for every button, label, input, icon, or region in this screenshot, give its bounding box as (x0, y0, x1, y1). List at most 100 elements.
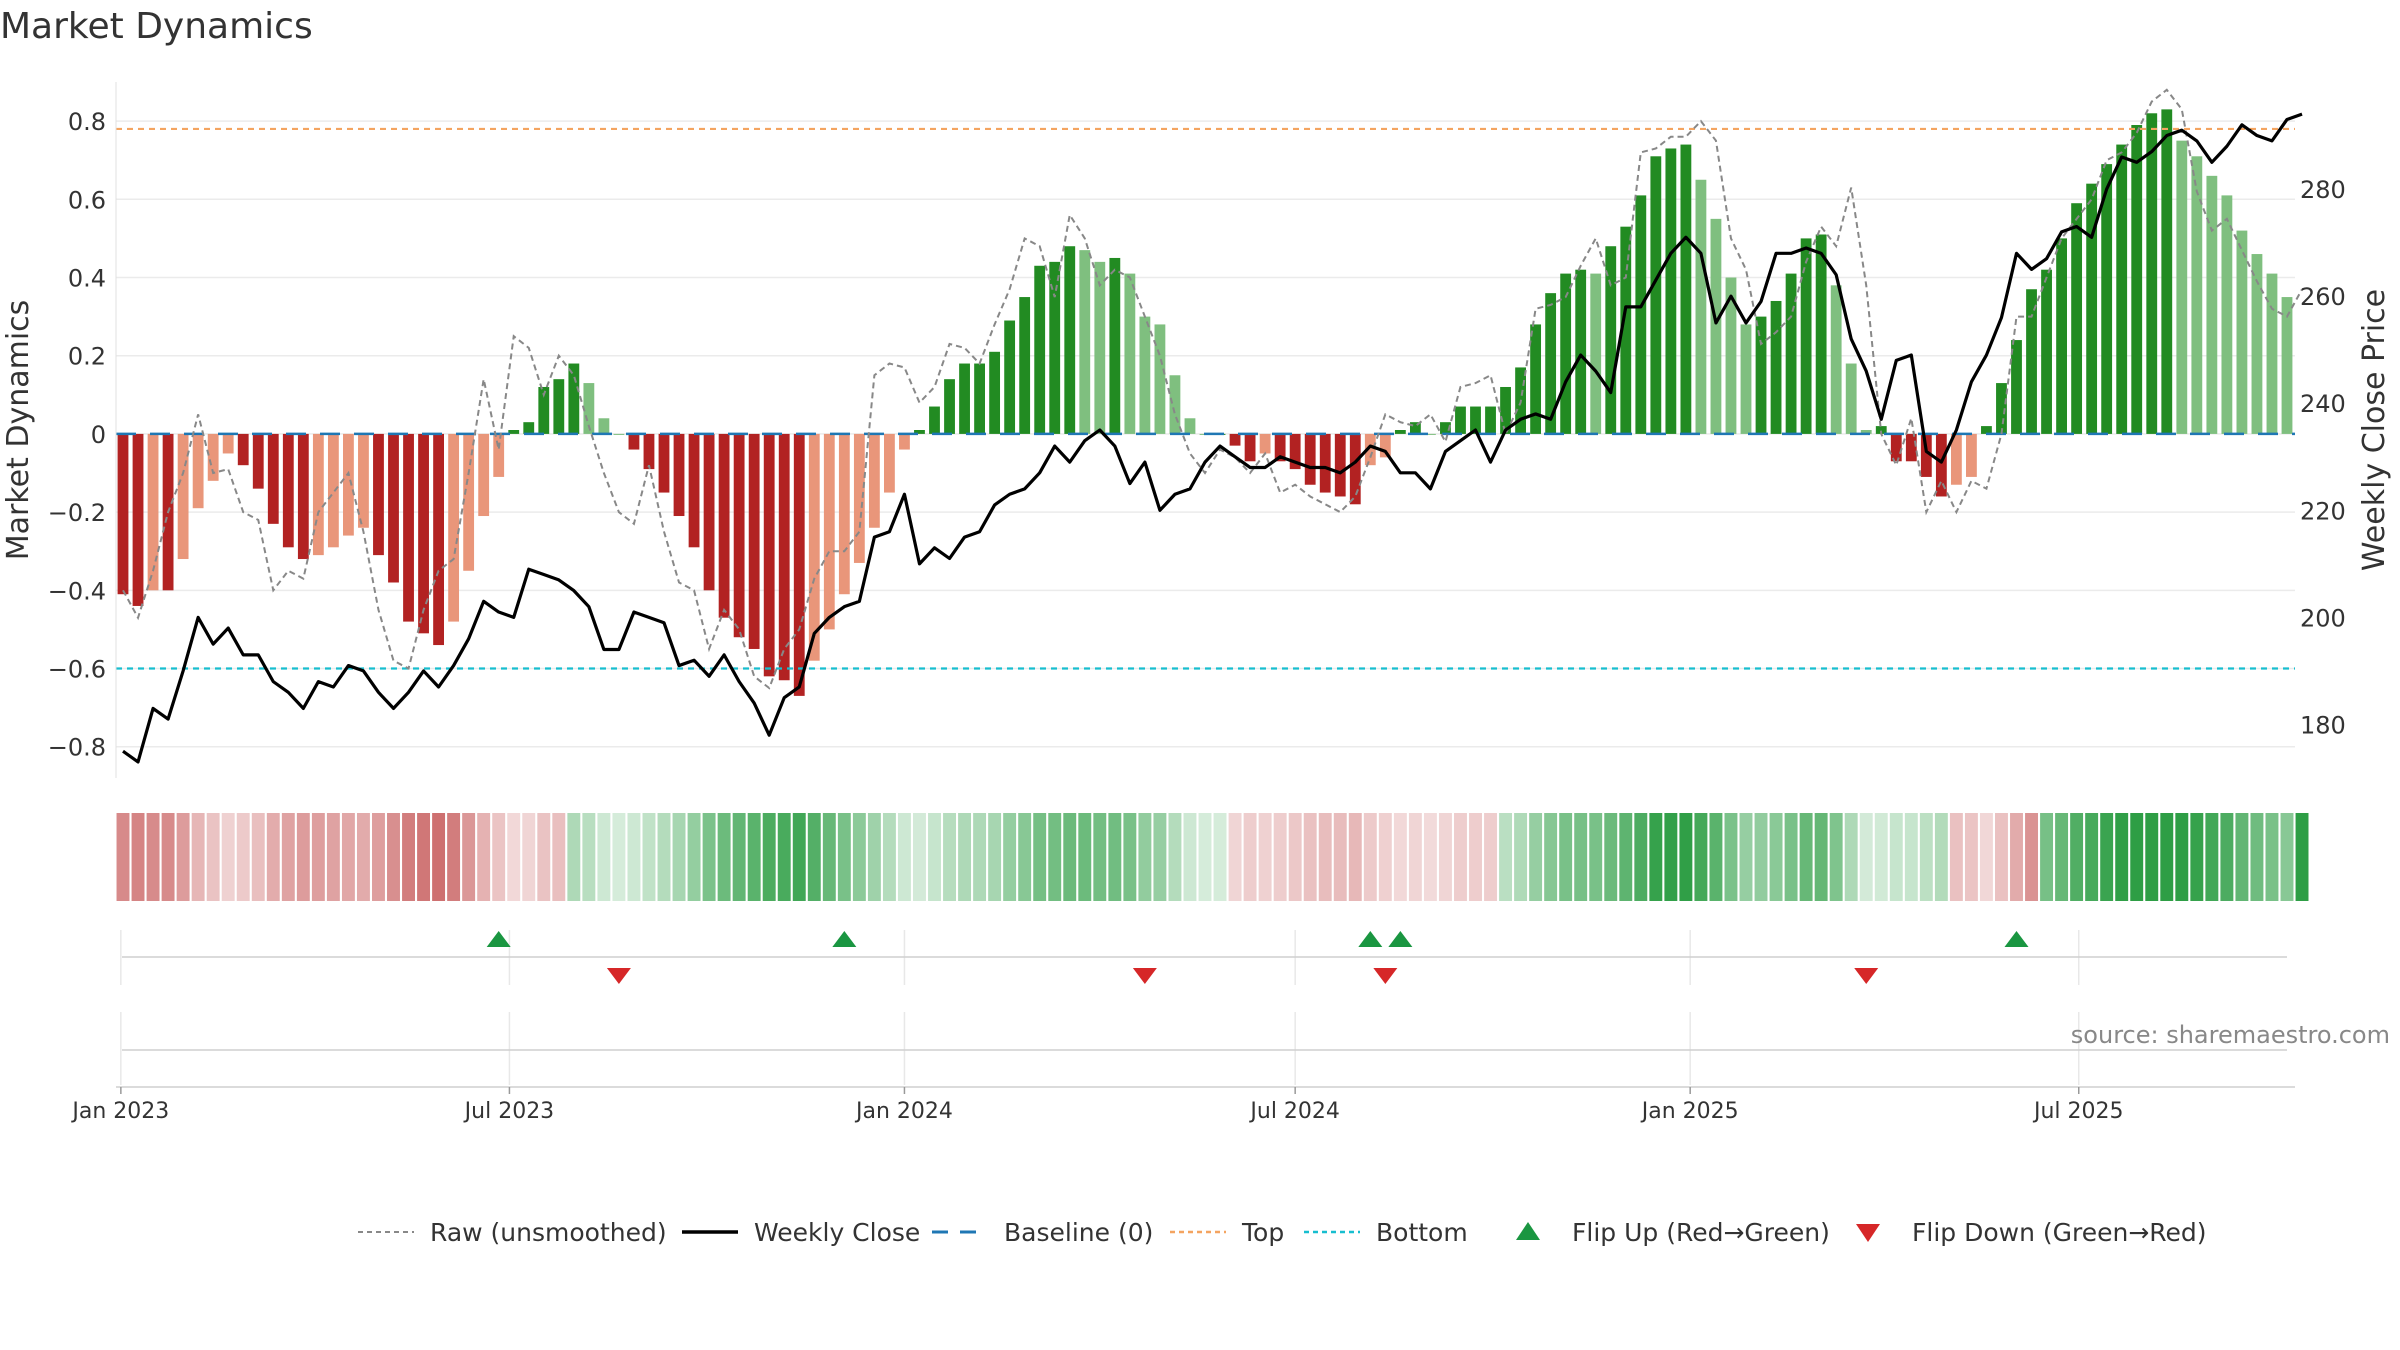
y-tick-label: 0.6 (68, 186, 106, 214)
bar (628, 433, 640, 450)
regime-cell (1469, 813, 1482, 901)
bar (237, 433, 249, 466)
regime-cell (1484, 813, 1497, 901)
regime-cell (1213, 813, 1227, 901)
regime-cell (1423, 813, 1437, 901)
regime-cell (822, 813, 836, 901)
regime-cell (1619, 813, 1633, 901)
regime-cell (627, 813, 641, 901)
bar (914, 430, 925, 434)
bar (688, 433, 700, 548)
bar (899, 433, 910, 450)
regime-cell (882, 813, 896, 901)
y-tick-label: 0.4 (68, 265, 106, 293)
regime-cell (1784, 813, 1798, 901)
bar (1740, 324, 1752, 434)
bar (2281, 297, 2293, 434)
flip-up-marker (2004, 931, 2029, 947)
regime-cell (2250, 813, 2264, 901)
bar (853, 433, 865, 563)
source-label: source: sharemaestro.com (2071, 1021, 2390, 1049)
regime-cell (116, 813, 130, 901)
regime-cell (777, 813, 791, 901)
regime-cell (1709, 813, 1723, 901)
bar (598, 418, 610, 434)
bar (478, 433, 490, 517)
bar (1845, 363, 1857, 434)
regime-cell (447, 813, 461, 901)
x-tick-label: Jan 2024 (854, 1099, 953, 1124)
legend-flip-down-label: Flip Down (Green→Red) (1912, 1218, 2207, 1247)
bar (508, 430, 520, 434)
regime-cell (2040, 813, 2054, 901)
bar (748, 433, 760, 649)
bar (448, 433, 460, 622)
regime-cell (2175, 813, 2189, 901)
bar (523, 422, 535, 434)
bar (418, 433, 429, 634)
bar (433, 433, 444, 646)
regime-cell (1634, 813, 1648, 901)
regime-cell (1408, 813, 1422, 901)
bar (1905, 433, 1917, 462)
regime-cell (432, 813, 446, 901)
regime-cell (597, 813, 611, 901)
bar (884, 433, 895, 493)
bar (177, 433, 189, 560)
regime-cell (1093, 813, 1107, 901)
regime-cell (1303, 813, 1317, 901)
bar (643, 433, 655, 470)
regime-cell (1904, 813, 1918, 901)
regime-cell (1979, 813, 1993, 901)
regime-cell (161, 813, 175, 901)
bar (222, 433, 234, 454)
regime-cell (582, 813, 596, 901)
bar (1394, 430, 1406, 434)
regime-cell (1183, 813, 1197, 901)
regime-strip (116, 813, 2309, 901)
bar (1019, 297, 1031, 434)
bar (1665, 148, 1677, 434)
close-line (122, 112, 2303, 764)
y2-axis-label: Weekly Close Price (2357, 289, 2392, 571)
bar (312, 433, 324, 556)
regime-cell (372, 813, 385, 901)
bar (733, 433, 745, 638)
bar (2101, 164, 2113, 434)
bar (2131, 125, 2143, 434)
regime-cell (2235, 813, 2249, 901)
regime-cell (492, 813, 506, 901)
regime-cell (1934, 813, 1948, 901)
regime-cell (1063, 813, 1077, 901)
bar (1455, 406, 1466, 434)
regime-cell (1724, 813, 1738, 901)
regime-cell (867, 813, 881, 901)
bar (929, 406, 940, 434)
bar (192, 433, 204, 509)
regime-cell (1559, 813, 1573, 901)
bar (267, 433, 279, 524)
regime-cell (146, 813, 160, 901)
regime-cell (672, 813, 686, 901)
bar (1605, 246, 1617, 434)
axes: 0.8 0.6 0.4 0.2 0 −0.2 −0.4 −0.6 −0.8 280 260 240 22… (1, 82, 2392, 1124)
regime-cell (1874, 813, 1888, 901)
bar (583, 383, 595, 434)
bar (2086, 183, 2098, 434)
bar (1139, 316, 1151, 434)
regime-cell (402, 813, 415, 901)
regime-cell (717, 813, 731, 901)
bar (538, 386, 550, 434)
regime-cell (1739, 813, 1753, 901)
regime-cell (341, 813, 355, 901)
bar (297, 433, 309, 560)
legend-flip-up-swatch (1516, 1222, 1540, 1240)
regime-cell (642, 813, 656, 901)
bar (1064, 246, 1076, 434)
regime-cell (2130, 813, 2144, 901)
bar (1650, 156, 1662, 434)
bar (703, 433, 715, 591)
bar (2206, 175, 2218, 434)
bar (1379, 433, 1391, 458)
